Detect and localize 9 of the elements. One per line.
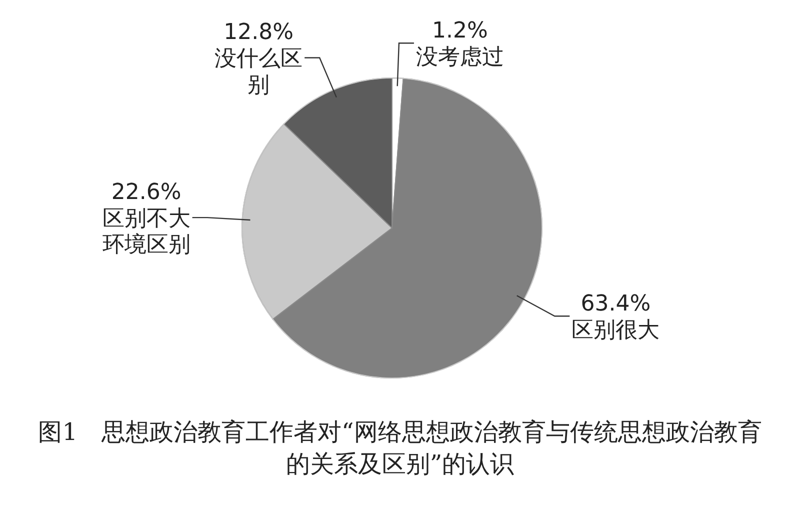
data-label: 22.6% — [111, 180, 182, 205]
data-label: 1.2% — [432, 18, 488, 44]
data-label: 63.4% — [580, 292, 651, 317]
slice-label: 没什么区别 — [214, 46, 303, 98]
data-label: 12.8% — [224, 20, 294, 46]
slice-label: 区别不大环境区别 — [102, 206, 190, 258]
text: 图1 思想政治教育工作者对“网络思想政治教育与传统思想政治教育的关系及区别”的认识 — [38, 418, 762, 478]
slice-label: 没考虑过 — [416, 45, 504, 70]
slice-label: 区别很大 — [572, 318, 660, 344]
